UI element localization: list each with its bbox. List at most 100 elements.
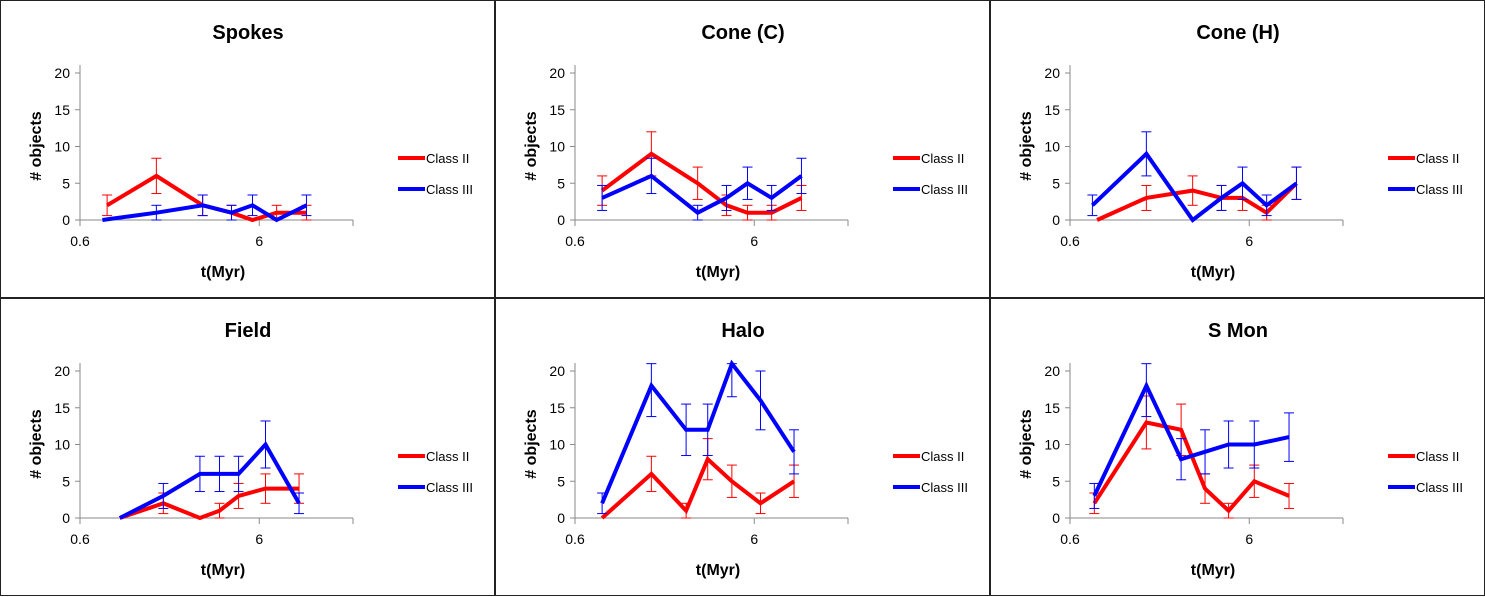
y-axis-label: # objects	[28, 111, 45, 180]
series-line	[102, 203, 308, 223]
series-line	[601, 173, 803, 216]
y-tick-label: 15	[549, 102, 565, 118]
legend-label: Class II	[1416, 151, 1459, 166]
series-class-iii	[597, 157, 807, 221]
y-tick-label: 20	[549, 363, 565, 379]
legend-label: Class III	[1416, 480, 1463, 495]
x-tick-label: 6	[1245, 531, 1253, 547]
series-line	[600, 359, 796, 505]
x-tick-label: 0.6	[1060, 531, 1080, 547]
series-class-ii	[102, 157, 312, 223]
chart-svg: S Mon 0 5 10 15 20 0.6 6 t(Myr) # objects Class II…	[1018, 320, 1463, 579]
x-axis-label: t(Myr)	[696, 562, 740, 579]
legend-label: Class III	[426, 182, 473, 197]
series-class-ii	[1096, 166, 1302, 222]
y-tick-label: 5	[62, 473, 70, 489]
y-tick-label: 20	[1044, 363, 1060, 379]
chart-svg: Cone (C) 0 5 10 15 20 0.6 6 t(Myr) # objects Class…	[523, 22, 968, 281]
y-tick-label: 15	[549, 400, 565, 416]
chart-title: Cone (C)	[701, 22, 784, 44]
y-tick-label: 5	[557, 473, 565, 489]
chart-panel: Cone (H) 0 5 10 15 20 0.6 6 t(Myr) # objects Class…	[990, 0, 1485, 298]
legend-label: Class II	[426, 449, 469, 464]
chart-panel: Cone (C) 0 5 10 15 20 0.6 6 t(Myr) # objects Class…	[495, 0, 990, 298]
legend-label: Class II	[921, 449, 964, 464]
x-axis-label: t(Myr)	[201, 562, 245, 579]
legend-label: Class III	[921, 182, 968, 197]
x-axis-label: t(Myr)	[1191, 264, 1235, 281]
x-tick-label: 0.6	[565, 233, 585, 249]
y-axis-label: # objects	[523, 111, 540, 180]
series-class-iii	[118, 420, 305, 520]
series-class-iii	[1089, 363, 1295, 509]
chart-panel: Spokes 0 5 10 15 20 0.6 6 t(Myr) # objects Class I…	[0, 0, 495, 298]
x-tick-label: 6	[750, 233, 758, 249]
chart-panel: Field 0 5 10 15 20 0.6 6 t(Myr) # objects Class II…	[0, 298, 495, 596]
x-tick-label: 0.6	[70, 531, 90, 547]
x-axis-label: t(Myr)	[1191, 562, 1235, 579]
x-tick-label: 6	[750, 531, 758, 547]
y-tick-label: 10	[1044, 139, 1060, 155]
y-tick-label: 5	[1052, 175, 1060, 191]
y-tick-label: 20	[54, 65, 70, 81]
y-tick-label: 10	[549, 437, 565, 453]
x-tick-label: 6	[1245, 233, 1253, 249]
y-tick-label: 0	[1052, 510, 1060, 526]
y-axis-label: # objects	[28, 409, 45, 478]
y-axis-label: # objects	[1018, 409, 1035, 478]
y-tick-label: 15	[1044, 102, 1060, 118]
legend-label: Class III	[426, 480, 473, 495]
y-tick-label: 20	[1044, 65, 1060, 81]
y-tick-label: 20	[549, 65, 565, 81]
series-line	[1091, 150, 1298, 223]
y-tick-label: 10	[54, 437, 70, 453]
chart-svg: Field 0 5 10 15 20 0.6 6 t(Myr) # objects Class II…	[28, 320, 473, 579]
y-tick-label: 15	[54, 400, 70, 416]
x-tick-label: 0.6	[70, 233, 90, 249]
x-tick-label: 0.6	[1060, 233, 1080, 249]
series-class-iii	[597, 359, 800, 515]
legend-label: Class II	[426, 151, 469, 166]
chart-title: Field	[225, 320, 272, 342]
x-tick-label: 6	[255, 531, 263, 547]
legend-label: Class III	[921, 480, 968, 495]
chart-panel: Halo 0 5 10 15 20 0.6 6 t(Myr) # objects Class II C…	[495, 298, 990, 596]
series-class-iii	[1087, 131, 1302, 223]
legend-label: Class III	[1416, 182, 1463, 197]
legend-label: Class II	[921, 151, 964, 166]
y-tick-label: 10	[54, 139, 70, 155]
y-tick-label: 5	[557, 175, 565, 191]
x-axis-label: t(Myr)	[696, 264, 740, 281]
y-tick-label: 15	[54, 102, 70, 118]
y-tick-label: 0	[62, 510, 70, 526]
y-tick-label: 0	[557, 510, 565, 526]
chart-svg: Spokes 0 5 10 15 20 0.6 6 t(Myr) # objects Class I…	[28, 22, 473, 281]
y-tick-label: 5	[1052, 473, 1060, 489]
y-tick-label: 15	[1044, 400, 1060, 416]
y-tick-label: 0	[62, 212, 70, 228]
x-axis-label: t(Myr)	[201, 264, 245, 281]
chart-svg: Cone (H) 0 5 10 15 20 0.6 6 t(Myr) # objects Class…	[1018, 22, 1463, 281]
chart-title: Spokes	[212, 22, 283, 44]
series-class-ii	[119, 473, 305, 521]
y-tick-label: 10	[549, 139, 565, 155]
y-tick-label: 10	[1044, 437, 1060, 453]
y-axis-label: # objects	[523, 409, 540, 478]
chart-title: Cone (H)	[1196, 22, 1279, 44]
series-line	[600, 455, 796, 520]
y-tick-label: 0	[1052, 212, 1060, 228]
x-tick-label: 0.6	[565, 531, 585, 547]
y-tick-label: 5	[62, 175, 70, 191]
y-tick-label: 20	[54, 363, 70, 379]
chart-svg: Halo 0 5 10 15 20 0.6 6 t(Myr) # objects Class II C…	[523, 320, 968, 579]
series-class-ii	[600, 438, 800, 520]
series-class-iii	[102, 194, 312, 223]
legend-label: Class II	[1416, 449, 1459, 464]
chart-title: Halo	[721, 320, 764, 342]
x-tick-label: 6	[255, 233, 263, 249]
series-line	[1092, 420, 1290, 514]
chart-panel: S Mon 0 5 10 15 20 0.6 6 t(Myr) # objects Class II…	[990, 298, 1485, 596]
y-axis-label: # objects	[1018, 111, 1035, 180]
y-tick-label: 0	[557, 212, 565, 228]
series-class-ii	[597, 131, 807, 221]
